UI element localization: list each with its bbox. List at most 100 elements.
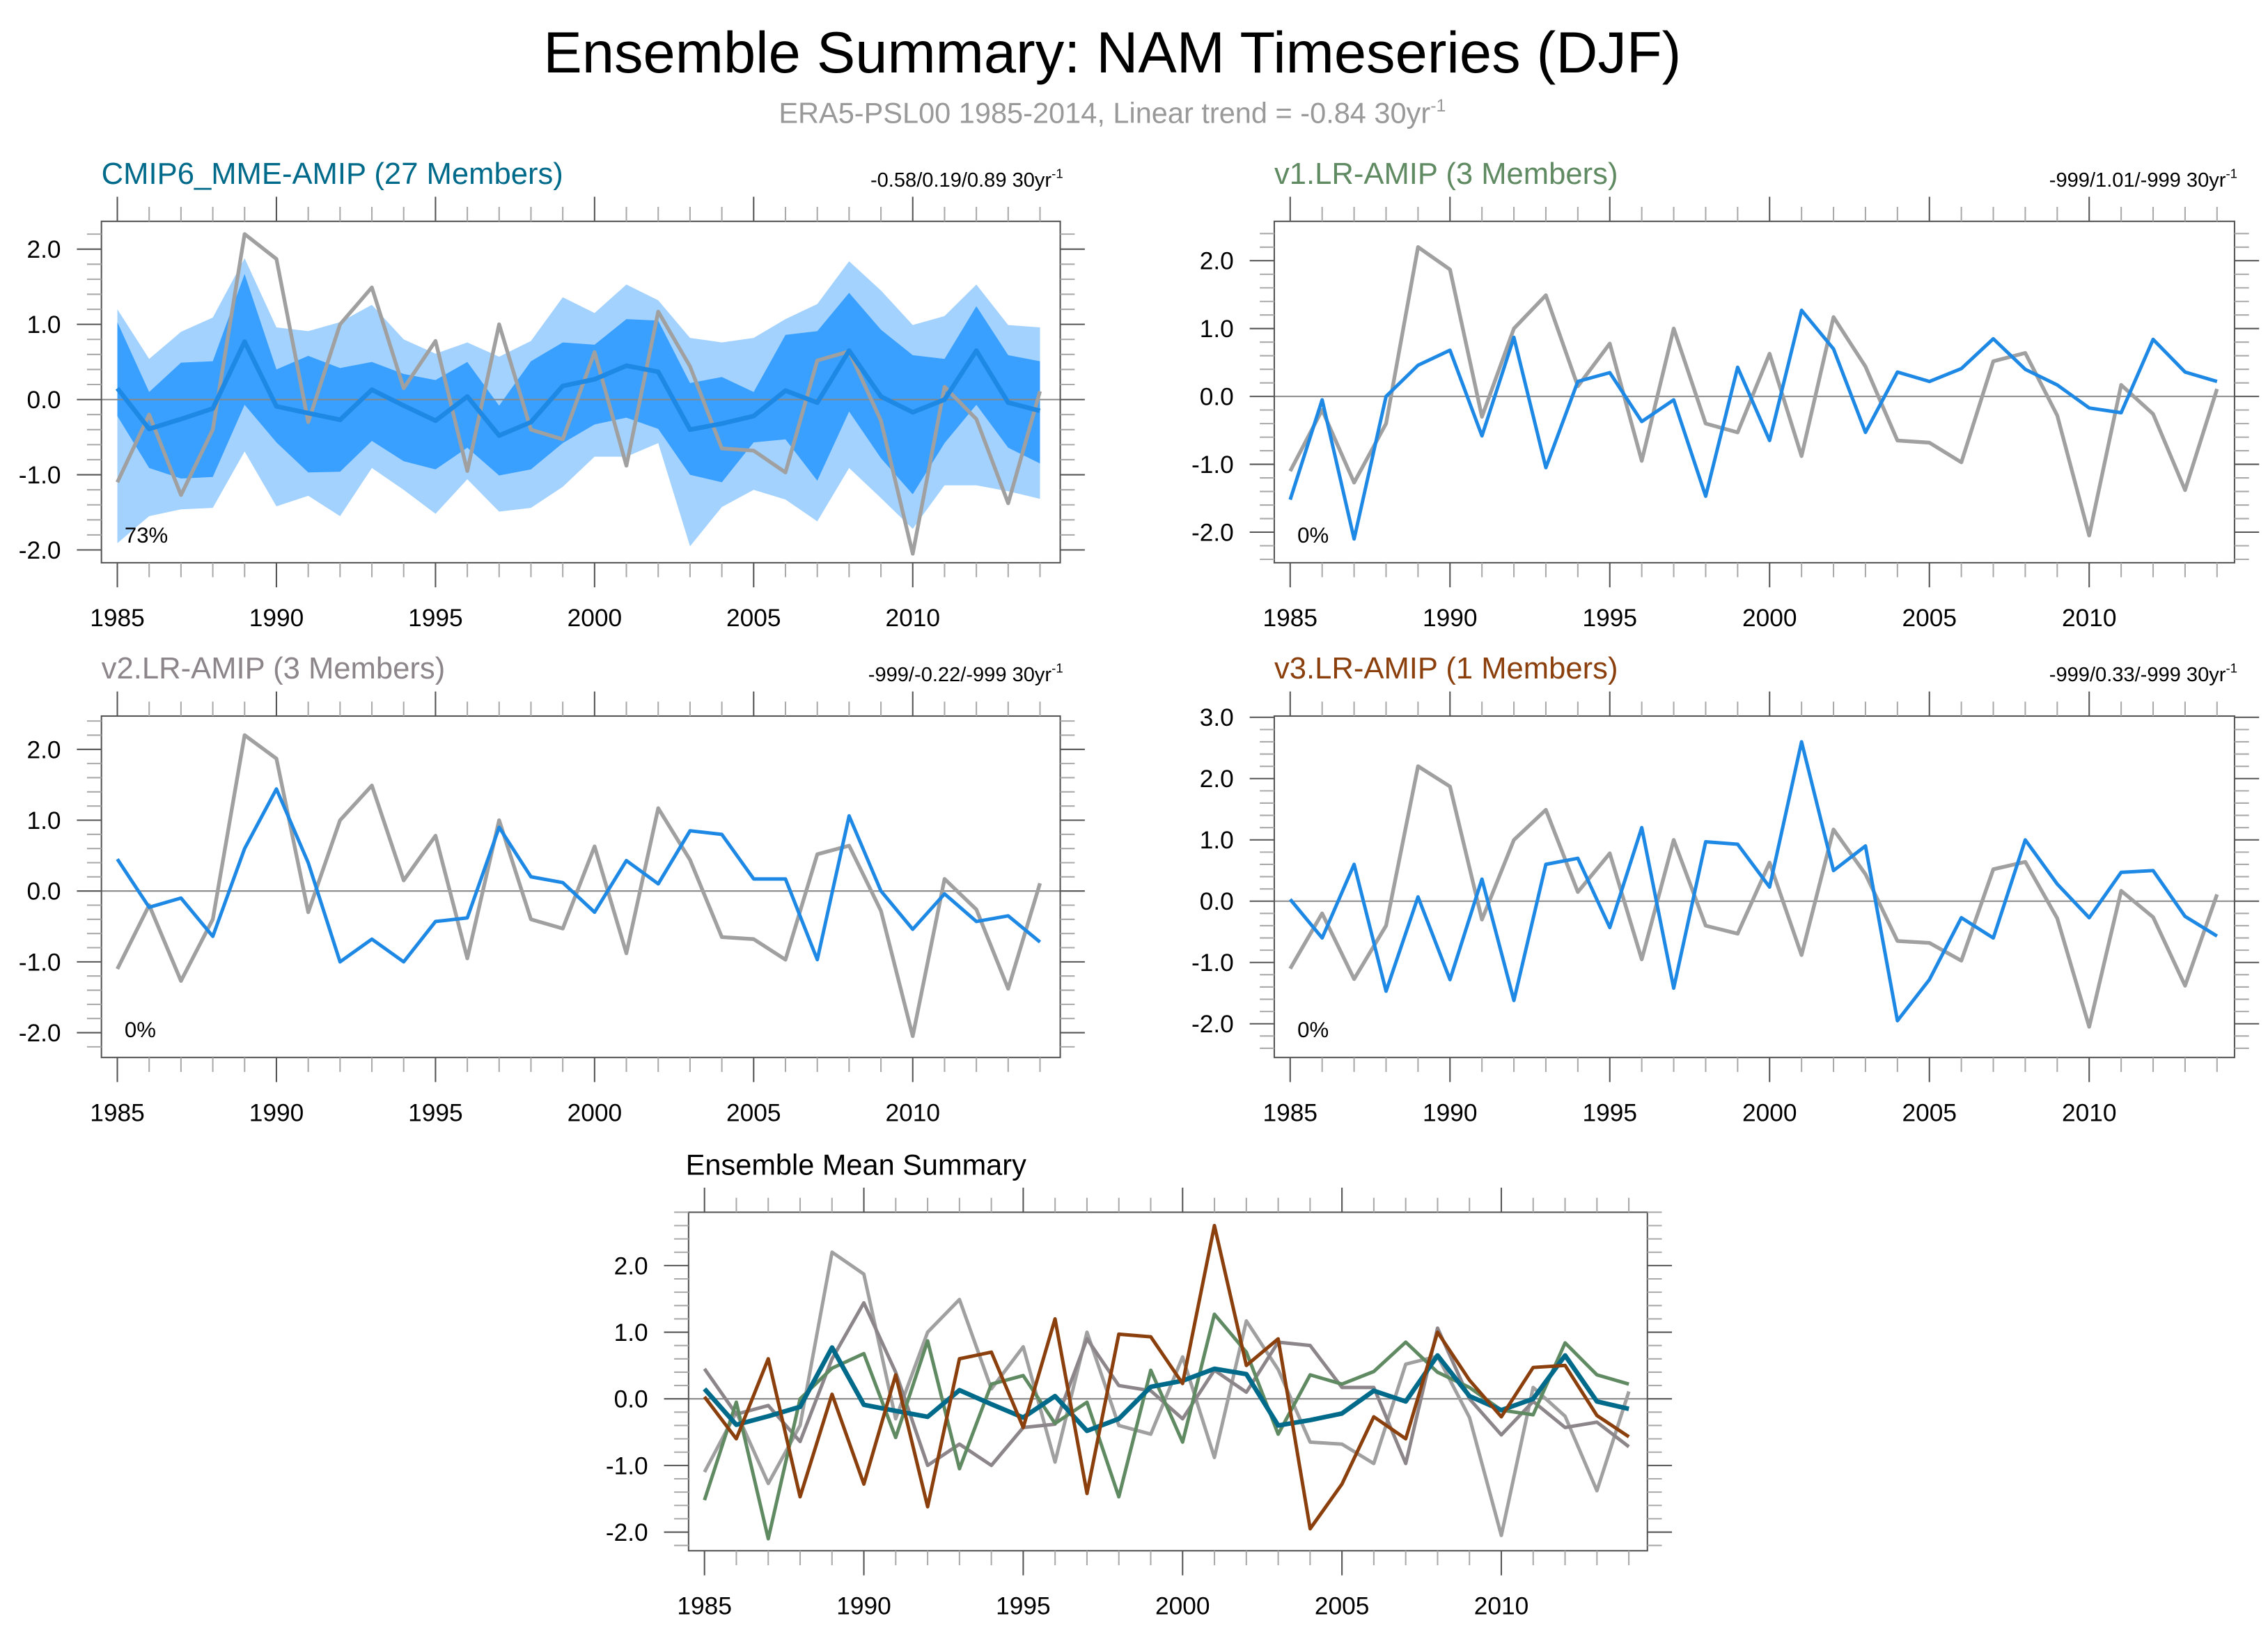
- trend-text: -0.58/0.19/0.89 30yr: [870, 169, 1051, 192]
- y-tick-label: -2.0: [1191, 519, 1234, 546]
- y-tick-label: -1.0: [1191, 451, 1234, 479]
- series-line-mme: [703, 1345, 1629, 1434]
- panel-title: v1.LR-AMIP (3 Members): [1274, 157, 1618, 191]
- trend-exponent: -1: [2226, 661, 2237, 676]
- x-tick-label: 1990: [836, 1593, 891, 1620]
- plot-frame: [100, 715, 1061, 1059]
- x-tick-label: 2000: [568, 1100, 623, 1127]
- trend-text: -999/-0.22/-999 30yr: [868, 664, 1052, 686]
- y-tick-label: 0.0: [614, 1386, 648, 1413]
- panel-title: v2.LR-AMIP (3 Members): [102, 652, 446, 685]
- panel-v3: v3.LR-AMIP (1 Members) -999/0.33/-999 30y…: [1191, 652, 2260, 1127]
- x-tick-label: 2005: [1315, 1593, 1370, 1620]
- x-tick-label: 2005: [726, 605, 781, 632]
- observed-line: [1288, 764, 2219, 1029]
- percent-label: 0%: [1297, 523, 1329, 547]
- x-tick-label: 2000: [1742, 1100, 1797, 1127]
- trend-label: -999/1.01/-999 30yr-1: [2049, 166, 2237, 191]
- y-tick-label: 1.0: [26, 311, 61, 339]
- figure-title: Ensemble Summary: NAM Timeseries (DJF): [543, 20, 1681, 85]
- y-tick-label: -1.0: [606, 1452, 648, 1479]
- figure-subtitle: ERA5-PSL00 1985-2014, Linear trend = -0.…: [779, 96, 1446, 130]
- x-tick-label: 1995: [408, 1100, 463, 1127]
- series-line-v1: [703, 1312, 1629, 1541]
- percent-label: 73%: [125, 523, 168, 547]
- series-line-v3: [703, 1223, 1630, 1531]
- trend-label: -0.58/0.19/0.89 30yr-1: [870, 166, 1063, 191]
- observed-line: [116, 733, 1042, 1039]
- percent-label: 0%: [1297, 1018, 1329, 1042]
- subtitle-text: ERA5-PSL00 1985-2014, Linear trend = -0.…: [779, 97, 1430, 130]
- subtitle-exponent: -1: [1430, 96, 1446, 116]
- trend-text: -999/1.01/-999 30yr: [2049, 169, 2226, 192]
- x-tick-label: 2010: [885, 605, 940, 632]
- y-tick-label: 1.0: [1200, 316, 1234, 343]
- plot-frame: [687, 1211, 1648, 1552]
- y-tick-label: 2.0: [26, 236, 61, 263]
- x-tick-label: 1985: [677, 1593, 732, 1620]
- trend-label: -999/0.33/-999 30yr-1: [2049, 661, 2237, 686]
- y-tick-label: -1.0: [19, 949, 61, 976]
- model-mean-line: [1288, 308, 2218, 541]
- plot-frame: [100, 220, 1061, 564]
- observed-line: [1288, 245, 2219, 538]
- x-tick-label: 2000: [1742, 605, 1797, 632]
- x-tick-label: 1990: [1423, 605, 1478, 632]
- trend-text: -999/0.33/-999 30yr: [2049, 664, 2226, 686]
- x-tick-label: 1995: [1582, 1100, 1637, 1127]
- x-tick-label: 1990: [249, 605, 304, 632]
- model-mean-line: [115, 339, 1041, 438]
- y-tick-label: 0.0: [1200, 888, 1234, 915]
- panel-title: Ensemble Mean Summary: [686, 1148, 1026, 1181]
- trend-exponent: -1: [2226, 166, 2237, 180]
- x-tick-label: 2005: [1902, 1100, 1957, 1127]
- y-tick-label: 0.0: [26, 878, 61, 906]
- x-tick-label: 2005: [1902, 605, 1957, 632]
- y-tick-label: -2.0: [19, 1020, 61, 1047]
- y-tick-label: 2.0: [1200, 766, 1234, 793]
- trend-exponent: -1: [1051, 661, 1063, 676]
- x-tick-label: 2010: [2062, 605, 2117, 632]
- x-tick-label: 1990: [249, 1100, 304, 1127]
- y-tick-label: -1.0: [19, 462, 61, 489]
- y-tick-label: 1.0: [1200, 827, 1234, 854]
- y-tick-label: 1.0: [614, 1319, 648, 1346]
- x-tick-label: 2005: [726, 1100, 781, 1127]
- trend-exponent: -1: [1051, 166, 1063, 180]
- x-tick-label: 2010: [885, 1100, 940, 1127]
- x-tick-label: 1985: [1263, 1100, 1318, 1127]
- x-tick-label: 2000: [1155, 1593, 1210, 1620]
- panel-mme: CMIP6_MME-AMIP (27 Members) -0.58/0.19/0.…: [19, 157, 1085, 632]
- x-tick-label: 1985: [1263, 605, 1318, 632]
- y-tick-label: -2.0: [606, 1519, 648, 1546]
- y-tick-label: 2.0: [1200, 248, 1234, 275]
- y-tick-label: 2.0: [26, 736, 61, 763]
- panel-v2: v2.LR-AMIP (3 Members) -999/-0.22/-999 30…: [19, 652, 1085, 1127]
- y-tick-label: 0.0: [26, 387, 61, 414]
- plot-frame: [1273, 220, 2235, 564]
- observed-line: [116, 232, 1042, 556]
- x-tick-label: 2000: [568, 605, 623, 632]
- y-tick-label: -1.0: [1191, 949, 1234, 977]
- y-tick-label: 2.0: [614, 1252, 648, 1280]
- y-tick-label: 0.0: [1200, 384, 1234, 411]
- x-tick-label: 1985: [90, 605, 145, 632]
- x-tick-label: 1990: [1423, 1100, 1478, 1127]
- panels: CMIP6_MME-AMIP (27 Members) -0.58/0.19/0.…: [19, 157, 2260, 1620]
- x-tick-label: 2010: [2062, 1100, 2117, 1127]
- y-tick-label: -2.0: [19, 537, 61, 564]
- percent-label: 0%: [125, 1018, 156, 1042]
- model-mean-line: [1288, 740, 2219, 1023]
- series-line-obs: [703, 1250, 1631, 1537]
- panel-v1: v1.LR-AMIP (3 Members) -999/1.01/-999 30y…: [1191, 157, 2260, 632]
- x-tick-label: 1995: [1582, 605, 1637, 632]
- y-tick-label: 3.0: [1200, 704, 1234, 731]
- x-tick-label: 1995: [996, 1593, 1051, 1620]
- panel-title: v3.LR-AMIP (1 Members): [1274, 652, 1618, 685]
- panel-title: CMIP6_MME-AMIP (27 Members): [102, 157, 563, 191]
- x-tick-label: 1985: [90, 1100, 145, 1127]
- x-tick-label: 1995: [408, 605, 463, 632]
- y-tick-label: 1.0: [26, 807, 61, 834]
- model-mean-line: [116, 787, 1042, 964]
